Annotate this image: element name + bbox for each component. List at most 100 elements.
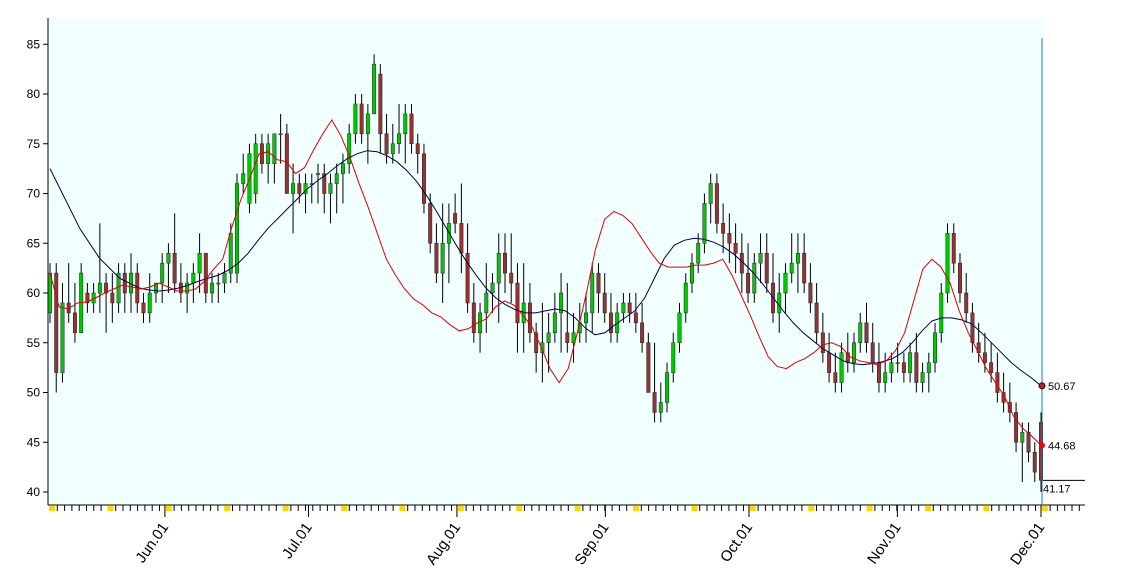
candle-body <box>104 282 109 294</box>
candle-body <box>970 312 975 343</box>
candle-body <box>783 272 788 294</box>
candle-body <box>721 223 726 234</box>
candle-body <box>908 352 913 373</box>
candle-body <box>372 63 377 115</box>
candle-body <box>397 133 401 145</box>
candle-body <box>253 143 258 194</box>
candle-body <box>527 302 532 334</box>
candle-body <box>901 362 906 373</box>
candle-body <box>291 183 296 194</box>
candle-body <box>316 173 320 175</box>
y-tick-label: 70 <box>27 187 41 201</box>
candle-body <box>297 183 302 194</box>
candle-body <box>222 272 227 284</box>
candle-body <box>958 262 962 294</box>
candle-body <box>602 292 607 314</box>
y-tick-label: 80 <box>27 87 41 101</box>
candle-body <box>989 362 994 373</box>
candle-body <box>1032 451 1037 473</box>
candle-body <box>920 372 925 383</box>
candle-body <box>552 312 557 334</box>
x-week-marker <box>808 506 815 511</box>
candle-body <box>727 233 732 244</box>
candle-body <box>883 372 888 383</box>
candle-body <box>459 223 464 254</box>
candle-body <box>210 282 215 294</box>
candle-body <box>284 133 289 194</box>
x-week-marker <box>633 506 639 511</box>
candle-body <box>802 252 807 284</box>
candle-body <box>365 113 370 135</box>
candle-body <box>640 322 645 344</box>
candle-body <box>702 203 707 244</box>
candle-body <box>465 252 470 304</box>
candle-body <box>235 183 239 274</box>
candle-body <box>665 372 670 403</box>
candle-body <box>428 203 433 244</box>
candle-body <box>72 312 77 334</box>
x-week-marker <box>399 506 406 511</box>
candle-body <box>714 183 719 224</box>
x-tick-label: Sep.01 <box>571 520 612 569</box>
candle-body <box>534 332 539 353</box>
candle-body <box>795 252 800 264</box>
x-tick-label: Nov.01 <box>864 520 905 568</box>
x-tick-label: Jul.01 <box>279 520 316 563</box>
candle-body <box>203 252 208 294</box>
candle-body <box>409 113 414 145</box>
candle-body <box>54 272 59 373</box>
candle-body <box>708 183 713 204</box>
x-tick-label: Aug.01 <box>423 520 464 569</box>
candle-body <box>683 282 688 314</box>
candle-body <box>621 302 626 314</box>
candle-body <box>1026 432 1031 453</box>
candle-body <box>546 332 551 343</box>
x-week-marker <box>516 506 523 511</box>
candle-body <box>733 243 738 254</box>
candle-body <box>951 233 956 264</box>
y-axis: 40 45 50 55 60 65 70 75 80 85 <box>27 18 49 505</box>
candle-body <box>945 233 950 294</box>
candle-body <box>982 352 987 363</box>
candle-body <box>652 392 657 413</box>
y-tick-label: 65 <box>27 236 41 250</box>
short-ma-end-dot <box>1039 442 1045 449</box>
x-week-marker <box>165 506 172 511</box>
candle-body <box>60 302 65 373</box>
x-axis: Jun.01 Jul.01 Aug.01 Sep.01 Oct.01 Nov.01 Dec.… <box>48 504 1085 569</box>
y-tick-label: 85 <box>27 37 41 51</box>
candle-body <box>590 272 595 314</box>
candle-body <box>964 292 969 314</box>
candle-body <box>864 322 869 344</box>
candle-body <box>509 272 514 284</box>
candle-body <box>696 243 701 264</box>
candle-body <box>764 252 769 284</box>
candle-body <box>384 133 389 154</box>
long-ma-end-dot <box>1038 382 1046 390</box>
candle-body <box>390 143 395 154</box>
candle-body <box>147 292 152 314</box>
x-week-marker <box>107 506 114 511</box>
candle-body <box>328 183 333 194</box>
candle-body <box>858 322 863 344</box>
candle-body <box>85 292 90 304</box>
candle-body <box>914 352 919 383</box>
candle-body <box>690 262 694 284</box>
candle-body <box>758 252 763 264</box>
candle-body <box>870 342 875 363</box>
x-week-marker <box>282 506 289 511</box>
candle-body <box>440 243 445 274</box>
candle-body <box>241 173 246 184</box>
x-week-marker <box>341 506 347 511</box>
candle-body <box>608 312 613 334</box>
candle-body <box>359 103 364 135</box>
candle-body <box>415 143 420 154</box>
candle-body <box>478 312 483 334</box>
candle-body <box>584 312 588 324</box>
candle-body <box>185 282 190 294</box>
candle-body <box>746 272 751 294</box>
candle-body <box>633 312 638 324</box>
candle-body <box>141 302 146 314</box>
x-week-marker <box>457 506 464 511</box>
